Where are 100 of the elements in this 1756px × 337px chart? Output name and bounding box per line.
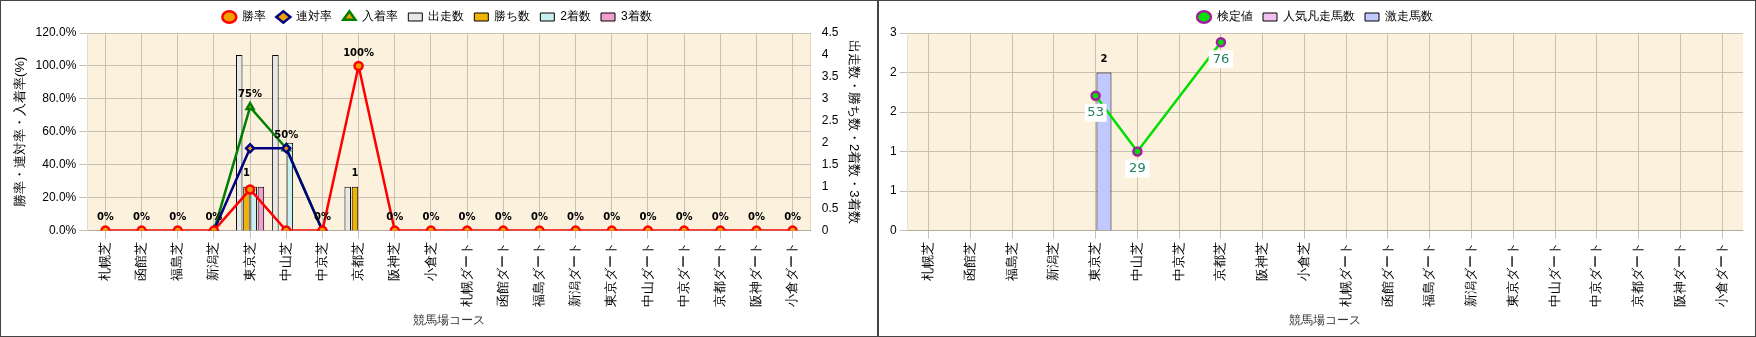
x-tick-label: 東京ダート [603, 241, 619, 307]
legend-label: 入着率 [362, 9, 399, 24]
legend-label: 連対率 [296, 9, 333, 24]
y2-tick-label: 1.5 [821, 157, 839, 172]
y2-tick-label: 3.5 [821, 69, 839, 84]
x-tick-label: 京都ダート [711, 241, 727, 307]
data-label: 0% [567, 211, 585, 223]
legend-label: 人気凡走馬数 [1283, 9, 1355, 24]
x-tick-label: 阪神ダート [748, 241, 764, 307]
data-label: 0% [603, 211, 621, 223]
y2-tick-label: 4 [821, 47, 829, 62]
legend-label: 2着数 [560, 9, 592, 24]
legend-label: 検定値 [1217, 9, 1253, 24]
data-label: 2 [1100, 53, 1108, 65]
x-tick-label: 阪神ダート [1671, 241, 1687, 307]
x-tick-label: 中山芝 [1128, 241, 1144, 281]
x-tick-label: 札幌芝 [96, 241, 112, 281]
x-tick-label: 福島ダート [1421, 241, 1437, 307]
data-label: 29 [1129, 159, 1146, 175]
point [353, 60, 364, 72]
data-label: 0% [422, 211, 440, 223]
point [244, 184, 256, 195]
legend-label: 激走馬数 [1385, 9, 1433, 24]
y2-tick-label: 2.5 [821, 113, 839, 128]
data-label: 0% [530, 211, 548, 223]
data-label: 0% [639, 211, 657, 223]
y2-tick-label: 0 [821, 222, 829, 237]
data-label: 0% [711, 211, 729, 223]
y-tick-label: 40.0% [42, 157, 77, 172]
x-tick-label: 中京ダート [1588, 241, 1604, 307]
x-tick-label: 東京ダート [1504, 241, 1520, 307]
y-tick-label: 3 [889, 25, 897, 40]
x-tick-label: 京都ダート [1630, 241, 1646, 307]
y-tick-label: 120.0% [35, 25, 77, 40]
data-label: 50% [274, 128, 299, 140]
x-tick-label: 函館ダート [1379, 241, 1395, 307]
data-label: 0% [675, 211, 693, 223]
x-tick-label: 新潟ダート [1463, 241, 1479, 307]
x-tick-label: 中山ダート [639, 241, 655, 307]
x-tick-label: 函館芝 [133, 241, 149, 281]
x-tick-label: 小倉ダート [784, 241, 800, 307]
x-tick-label: 東京芝 [241, 241, 257, 281]
data-label: 53 [1087, 104, 1104, 120]
data-label: 0% [96, 211, 114, 223]
data-label: 75% [238, 87, 263, 99]
x-tick-label: 中山ダート [1546, 241, 1562, 307]
y-tick-label: 20.0% [42, 189, 77, 204]
x-tick-label: 中京芝 [1170, 241, 1186, 281]
y-tick-label: 100.0% [35, 58, 77, 73]
legend-label: 勝ち数 [494, 9, 531, 24]
legend-label: 3着数 [621, 9, 652, 24]
y2-tick-label: 0.5 [821, 200, 839, 215]
x-tick-label: 新潟ダート [567, 241, 583, 307]
y-tick-label: 0 [889, 222, 897, 237]
x-tick-label: 福島芝 [1003, 241, 1019, 281]
data-label: 0% [133, 211, 151, 223]
data-label: 1 [351, 167, 359, 179]
data-label: 0% [747, 211, 765, 223]
x-tick-label: 東京芝 [1087, 241, 1103, 281]
y2-tick-label: 3 [821, 91, 829, 106]
y-tick-label: 80.0% [42, 91, 77, 106]
y-tick-label: 2 [889, 104, 897, 119]
x-tick-label: 中山芝 [277, 241, 293, 281]
x-tick-label: 札幌ダート [458, 241, 474, 307]
y-tick-label: 0.0% [48, 222, 77, 237]
x-tick-label: 新潟芝 [205, 241, 221, 281]
legend-label: 出走数 [428, 9, 465, 24]
x-tick-label: 小倉芝 [422, 241, 438, 281]
y-axis-title: 勝率・連対率・入着率(%) [12, 56, 28, 207]
x-tick-label: 函館芝 [961, 241, 977, 281]
y-tick-label: 2 [889, 64, 897, 79]
x-axis-title: 競馬場コース [1289, 313, 1362, 328]
y2-tick-label: 1 [821, 179, 829, 193]
x-tick-label: 新潟芝 [1045, 241, 1061, 281]
y2-tick-label: 2 [821, 135, 829, 150]
y-tick-label: 1 [889, 183, 897, 198]
data-label: 76 [1212, 50, 1230, 66]
x-tick-label: 福島芝 [169, 241, 185, 281]
x-tick-label: 札幌ダート [1337, 241, 1353, 307]
y2-axis-title: 出走数・勝ち数・2着数・3着数 [846, 40, 862, 224]
data-label: 0% [458, 211, 476, 223]
data-label: 0% [169, 211, 187, 223]
y-tick-label: 60.0% [42, 124, 77, 139]
y-tick-label: 1 [889, 143, 897, 158]
x-tick-label: 阪神芝 [1254, 241, 1270, 281]
x-tick-label: 中京ダート [675, 241, 691, 307]
x-tick-label: 福島ダート [531, 241, 547, 307]
data-label: 1 [242, 167, 250, 179]
x-tick-label: 札幌芝 [920, 241, 936, 281]
x-axis-title: 競馬場コース [413, 313, 486, 328]
x-tick-label: 阪神芝 [386, 241, 402, 281]
x-tick-label: 京都芝 [1212, 241, 1228, 281]
x-tick-label: 小倉ダート [1713, 241, 1729, 307]
data-label: 0% [494, 211, 512, 223]
y2-tick-label: 4.5 [821, 25, 839, 40]
x-tick-label: 函館ダート [494, 241, 510, 307]
x-tick-label: 中京芝 [313, 241, 329, 281]
legend-label: 勝率 [242, 9, 267, 24]
data-label: 100% [343, 46, 375, 58]
x-tick-label: 小倉芝 [1296, 241, 1312, 281]
